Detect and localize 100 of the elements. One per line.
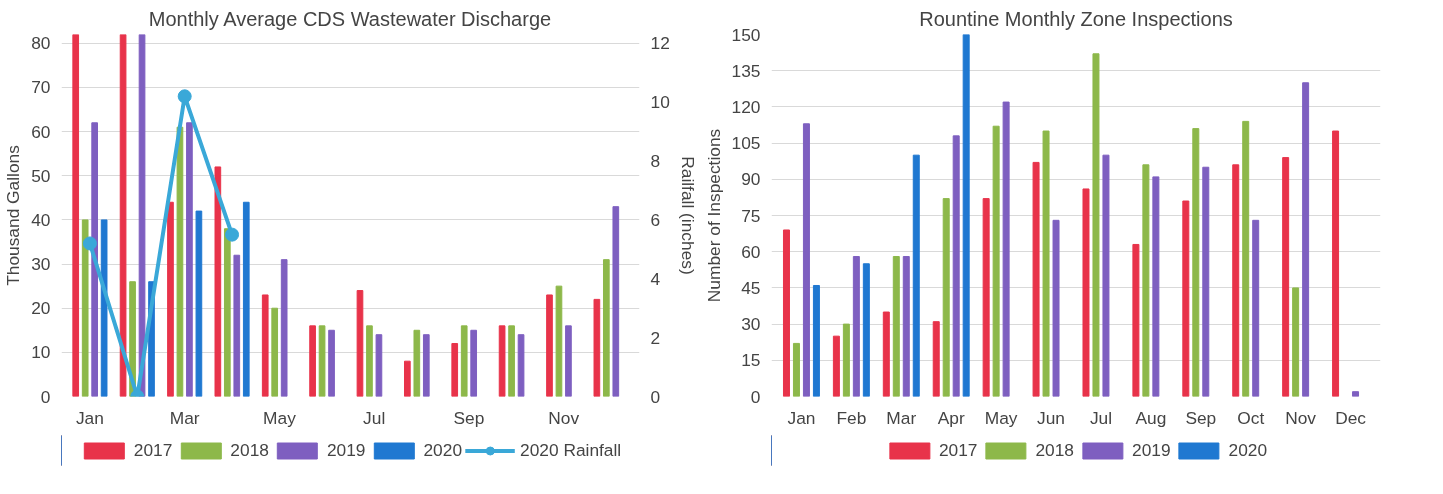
y-tick-label: 30 (31, 254, 51, 275)
bar (309, 325, 316, 397)
bar (992, 125, 1000, 397)
y-tick-label: 10 (31, 342, 51, 363)
y-tick-label: 30 (741, 314, 761, 335)
bar (1182, 200, 1190, 397)
bar (508, 325, 515, 397)
bar (1092, 53, 1100, 397)
legend-label: 2017 (938, 439, 978, 461)
bar (932, 321, 940, 397)
bar (862, 263, 870, 397)
bar (100, 219, 108, 397)
bar (952, 135, 960, 397)
y2-tick-label: 8 (650, 151, 661, 172)
x-tick-label: Jan (75, 407, 104, 428)
y2-tick-label: 2 (650, 327, 661, 348)
bar (1252, 219, 1260, 397)
bar (214, 166, 222, 397)
bar (555, 285, 563, 397)
y-tick-label: 40 (31, 209, 51, 230)
y2-tick-label: 4 (650, 268, 661, 289)
bar (902, 256, 910, 397)
x-tick-label: Mar (886, 407, 917, 428)
bar (72, 34, 80, 397)
bar (1332, 130, 1340, 397)
bar (261, 294, 269, 397)
bar (451, 343, 459, 397)
bar (792, 342, 800, 397)
legend-label: 2020 (423, 439, 463, 461)
y-tick-label: 60 (741, 241, 761, 262)
x-tick-label: Jan (787, 407, 816, 428)
x-tick-label: Sep (1185, 407, 1217, 428)
y-tick-label: 75 (741, 205, 761, 226)
bar (138, 34, 146, 397)
y-tick-label: 60 (31, 121, 51, 142)
y-tick-label: 150 (731, 24, 761, 45)
y-tick-label: 0 (750, 386, 761, 407)
bar (1102, 154, 1110, 397)
x-tick-label: Jul (363, 407, 386, 428)
bar (612, 206, 620, 397)
y-axis-title: Number of Inspections (703, 128, 724, 303)
bar (460, 325, 468, 397)
point (82, 236, 97, 251)
bar (1202, 166, 1210, 397)
legend-label: 2018 (230, 439, 269, 461)
y-axis-title: Thousand Gallons (3, 144, 24, 286)
bar (195, 210, 203, 397)
y2-tick-label: 10 (650, 92, 670, 113)
bar (271, 307, 279, 397)
y-tick-label: 90 (741, 169, 761, 190)
bar (375, 334, 383, 397)
bar (812, 284, 820, 397)
y2-tick-label: 6 (650, 209, 661, 230)
bar (1232, 164, 1240, 397)
bar (356, 290, 364, 397)
y-tick-label: 15 (741, 350, 761, 371)
y-tick-label: 45 (741, 277, 761, 298)
y-tick-label: 80 (31, 33, 51, 54)
bar (1082, 188, 1090, 397)
bar (167, 201, 174, 397)
x-tick-label: Nov (548, 407, 580, 428)
bar (318, 325, 326, 397)
bar (1352, 391, 1360, 397)
y-tick-label: 0 (40, 386, 51, 407)
bar (1042, 130, 1050, 397)
x-tick-label: May (984, 407, 1018, 428)
legend-label: 2017 (133, 439, 173, 461)
bar (852, 256, 860, 397)
bar (413, 329, 421, 397)
bar (328, 329, 335, 397)
x-tick-label: Sep (453, 407, 485, 428)
y-tick-label: 70 (31, 77, 51, 98)
bar (1192, 128, 1200, 397)
x-tick-label: Oct (1237, 407, 1265, 428)
chart-title: Monthly Average CDS Wastewater Discharge (148, 7, 552, 30)
y-tick-label: 50 (31, 165, 51, 186)
bar (842, 323, 850, 397)
bar (517, 334, 525, 397)
legend-label: 2018 (1035, 439, 1074, 461)
y-tick-label: 105 (731, 133, 761, 154)
bar (1292, 287, 1300, 397)
chart-title: Rountine Monthly Zone Inspections (919, 7, 1233, 30)
x-tick-label: Feb (836, 407, 867, 428)
point (225, 227, 240, 242)
bar (242, 201, 250, 397)
bar (1282, 157, 1290, 397)
x-tick-label: Dec (1335, 407, 1367, 428)
bar (1032, 161, 1040, 397)
bar (1302, 82, 1310, 397)
x-tick-label: Nov (1285, 407, 1317, 428)
bar (1242, 120, 1250, 397)
bar (186, 122, 193, 397)
bar (1002, 101, 1010, 397)
bar (280, 259, 288, 397)
x-tick-label: Jul (1089, 407, 1113, 428)
y2-tick-label: 0 (650, 386, 661, 407)
bar (546, 294, 553, 397)
bar (602, 259, 610, 397)
bar (1152, 176, 1160, 397)
bar (223, 228, 231, 397)
